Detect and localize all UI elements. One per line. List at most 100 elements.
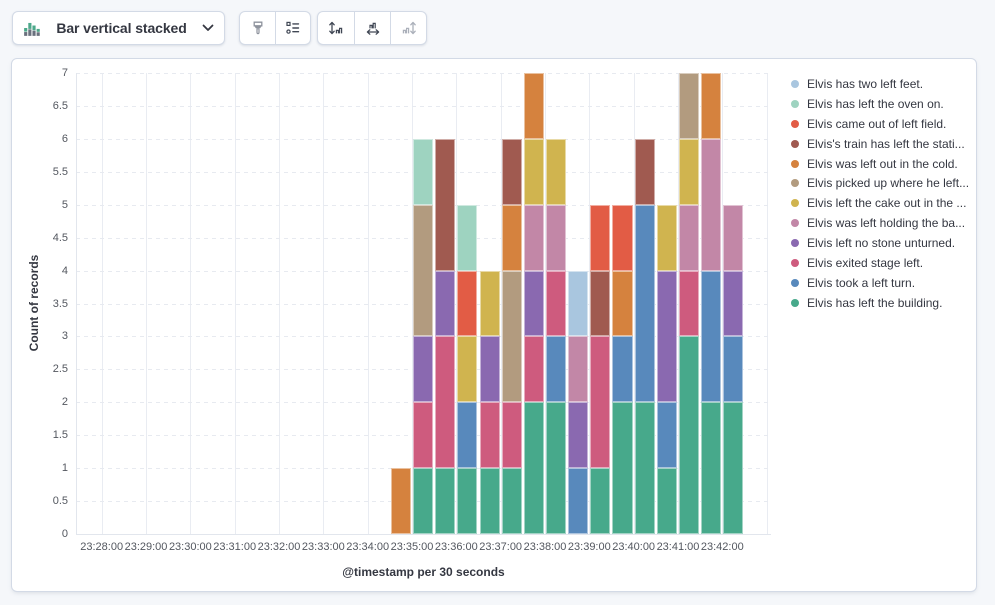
bar-segment[interactable] [523,204,544,271]
bar-segment[interactable] [479,468,500,534]
bar-segment[interactable] [723,270,744,337]
bar-segment[interactable] [612,402,633,534]
legend-color-dot [791,179,799,188]
legend-color-dot [791,79,799,88]
bar-segment[interactable] [413,204,434,337]
bar-segment[interactable] [457,204,478,271]
bar-segment[interactable] [546,270,567,337]
bar-segment[interactable] [590,204,611,271]
legend-item[interactable]: Elvis has two left feet. [791,74,969,94]
left-axis-button[interactable] [318,12,354,44]
bar-segment[interactable] [590,468,611,534]
bar-segment[interactable] [501,270,522,403]
bar-segment[interactable] [435,138,456,271]
bar-segment[interactable] [501,204,522,271]
legend-item-label: Elvis's train has left the stati... [807,136,965,151]
x-tick-label: 23:29:00 [124,541,168,553]
y-tick-label: 5 [61,198,68,211]
bar-segment[interactable] [678,270,700,337]
bar-segment[interactable] [656,204,677,271]
legend-item[interactable]: Elvis exited stage left. [791,253,969,273]
bar-segment[interactable] [656,468,677,534]
legend-item[interactable]: Elvis was left holding the ba... [791,213,969,233]
bar-segment[interactable] [568,402,589,469]
bar-segment[interactable] [390,468,411,534]
chart-type-dropdown[interactable]: Bar vertical stacked [12,11,225,45]
bar-segment[interactable] [678,336,700,534]
bar-segment[interactable] [435,270,456,337]
bar-segment[interactable] [501,468,522,534]
bar-segment[interactable] [723,402,744,534]
bar-segment[interactable] [523,336,544,403]
bar-segment[interactable] [435,336,456,469]
bar-segment[interactable] [612,270,633,337]
bar-segment[interactable] [457,270,478,337]
bar-segment[interactable] [457,402,478,469]
bar-segment[interactable] [568,270,589,337]
bar-vertical-stacked-icon [23,19,41,37]
bar-segment[interactable] [435,468,456,534]
legend-settings-button[interactable] [275,12,310,44]
right-axis-button[interactable] [390,12,426,44]
legend-item[interactable]: Elvis took a left turn. [791,273,969,293]
x-tick-label: 23:37:00 [479,541,523,553]
bar-segment[interactable] [723,204,744,271]
bar-segment[interactable] [590,336,611,469]
visual-options-button[interactable] [240,12,275,44]
bar-segment[interactable] [701,138,722,271]
bar-segment[interactable] [634,204,655,403]
legend-item[interactable]: Elvis picked up where he left... [791,173,969,193]
bar-segment[interactable] [523,73,544,139]
bar-segment[interactable] [457,336,478,403]
bar-segment[interactable] [523,270,544,337]
bar-segment[interactable] [612,204,633,271]
bar-segment[interactable] [701,270,722,403]
legend-item[interactable]: Elvis left no stone unturned. [791,233,969,253]
bar-segment[interactable] [523,138,544,205]
bar-segment[interactable] [634,402,655,534]
legend-item[interactable]: Elvis left the cake out in the ... [791,193,969,213]
bar-segment[interactable] [523,402,544,534]
bar-segment[interactable] [701,402,722,534]
bar-segment[interactable] [501,138,522,205]
bar-segment[interactable] [678,73,700,139]
bar-segment[interactable] [612,336,633,403]
bar-segment[interactable] [568,468,589,534]
legend-item-label: Elvis left the cake out in the ... [807,196,967,211]
legend-item[interactable]: Elvis has left the building. [791,293,969,313]
legend-item-label: Elvis picked up where he left... [807,176,970,191]
legend-item[interactable]: Elvis was left out in the cold. [791,154,969,174]
legend-item[interactable]: Elvis came out of left field. [791,114,969,134]
stacked-bar-chart: Count of records @timestamp per 30 secon… [12,59,976,591]
bar-segment[interactable] [678,204,700,271]
bar-segment[interactable] [413,468,434,534]
bar-segment[interactable] [678,138,700,205]
bar-segment[interactable] [568,336,589,403]
y-tick-label: 3 [61,330,68,343]
bar-segment[interactable] [701,73,722,139]
bottom-axis-button[interactable] [354,12,390,44]
bar-segment[interactable] [546,336,567,403]
bar-segment[interactable] [546,204,567,271]
bar-segment[interactable] [413,402,434,469]
bar-segment[interactable] [479,402,500,469]
bar-segment[interactable] [546,138,567,205]
x-tick-label: 23:35:00 [390,541,434,553]
x-tick-label: 23:34:00 [346,541,390,553]
bar-segment[interactable] [590,270,611,337]
x-tick-label: 23:31:00 [213,541,257,553]
bar-segment[interactable] [479,336,500,403]
bar-segment[interactable] [457,468,478,534]
legend-item[interactable]: Elvis's train has left the stati... [791,134,969,154]
bar-segment[interactable] [546,402,567,534]
bar-segment[interactable] [656,270,677,403]
bar-segment[interactable] [413,138,434,205]
bar-segment[interactable] [634,138,655,205]
bar-segment[interactable] [413,336,434,403]
bar-segment[interactable] [723,336,744,403]
bar-segment[interactable] [656,402,677,469]
bar-segment[interactable] [501,402,522,469]
bar-segment[interactable] [479,270,500,337]
legend-item[interactable]: Elvis has left the oven on. [791,94,969,114]
chart-type-label: Bar vertical stacked [56,20,187,36]
